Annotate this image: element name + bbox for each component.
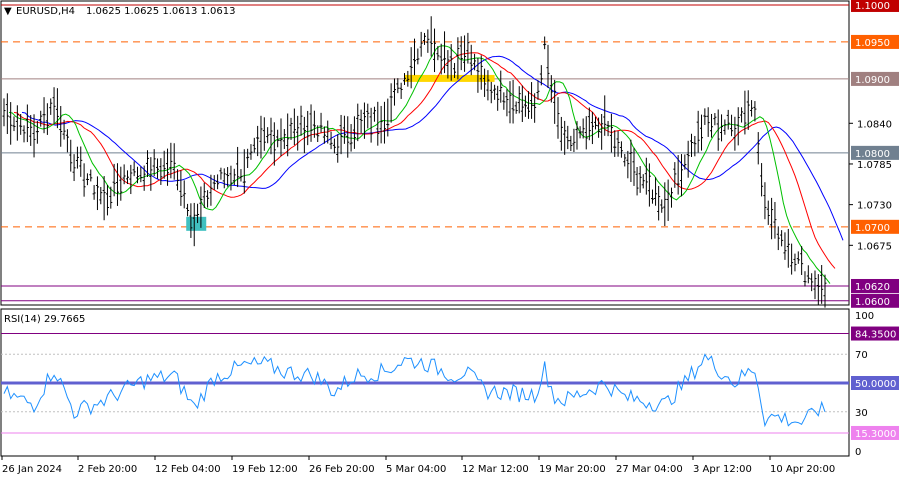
price-bars [2, 16, 827, 308]
time-tick-label: 10 Apr 20:00 [770, 464, 835, 475]
symbol-menu-icon[interactable]: ▼ [4, 6, 12, 17]
time-tick-label: 26 Jan 2024 [2, 464, 62, 475]
ohlc-readout: 1.0625 1.0625 1.0613 1.0613 [86, 6, 236, 17]
resistance-zone [404, 74, 495, 82]
level-label: 1.0700 [855, 223, 890, 234]
rsi-line [3, 353, 826, 428]
rsi-level-tag[interactable] [851, 425, 899, 440]
level-label: 1.0620 [855, 282, 890, 293]
level-label: 1.0950 [855, 38, 890, 49]
price-tick-label: 1.0730 [857, 201, 892, 212]
level-tag[interactable] [851, 0, 899, 12]
level-tag[interactable] [851, 293, 899, 308]
price-tick-label: 1.0675 [857, 241, 892, 252]
axes: 1.0840 1.0785 1.0730 1.0675 100 70 30 0 26 Jan 2… [1, 119, 892, 475]
price-tick-label: 1.0840 [857, 119, 892, 130]
time-tick-label: 2 Feb 20:00 [78, 464, 137, 475]
level-label: 1.0800 [855, 149, 890, 160]
time-tick-label: 5 Mar 04:00 [386, 464, 446, 475]
time-tick-label: 19 Mar 20:00 [539, 464, 606, 475]
rsi-title: RSI(14) 29.7665 [4, 314, 85, 325]
level-tag[interactable] [851, 34, 899, 49]
rsi-tick-label: 70 [855, 350, 868, 361]
symbol-timeframe: EURUSD,H4 [16, 6, 75, 17]
level-tag[interactable] [851, 145, 899, 160]
level-tag[interactable] [851, 278, 899, 293]
time-tick-label: 3 Apr 12:00 [693, 464, 752, 475]
rsi-level-tag[interactable] [851, 376, 899, 390]
time-tick-label: 26 Feb 20:00 [309, 464, 375, 475]
time-tick-label: 19 Feb 12:00 [232, 464, 298, 475]
rsi-tick-label: 0 [855, 447, 861, 458]
level-tag[interactable] [851, 219, 899, 234]
level-label: 1.0900 [855, 75, 890, 86]
rsi-level-label: 15.3000 [855, 429, 896, 440]
rsi-level-label: 84.3500 [855, 330, 896, 341]
ma-mid-line [13, 52, 836, 269]
time-tick-label: 12 Feb 04:00 [155, 464, 221, 475]
rsi-level-label: 50.0000 [855, 379, 896, 390]
level-label: 1.0600 [855, 297, 890, 308]
level-tag[interactable] [851, 71, 899, 86]
support-zone [186, 216, 207, 231]
rsi-plot: 84.3500 50.0000 15.3000 [1, 326, 899, 440]
rsi-tick-label: 30 [855, 408, 868, 419]
level-label: 1.1000 [855, 1, 890, 12]
rsi-level-tag[interactable] [851, 326, 899, 341]
rsi-tick-label: 100 [855, 311, 874, 322]
time-tick-label: 12 Mar 12:00 [462, 464, 529, 475]
time-tick-label: 27 Mar 04:00 [616, 464, 683, 475]
price-tick-label: 1.0785 [857, 160, 892, 171]
horizontal-levels[interactable]: 1.1000 1.0950 1.0900 1.0800 1.0700 1.0620 1.06… [1, 0, 899, 308]
